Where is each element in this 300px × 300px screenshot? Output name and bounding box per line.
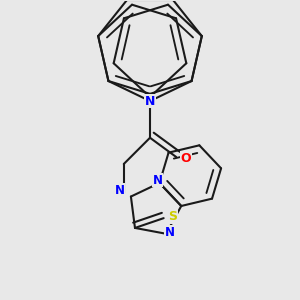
Text: S: S (168, 210, 177, 223)
Text: N: N (153, 174, 163, 187)
Text: O: O (181, 152, 191, 165)
Text: N: N (165, 226, 175, 238)
Text: N: N (145, 94, 155, 107)
Text: N: N (115, 184, 124, 197)
